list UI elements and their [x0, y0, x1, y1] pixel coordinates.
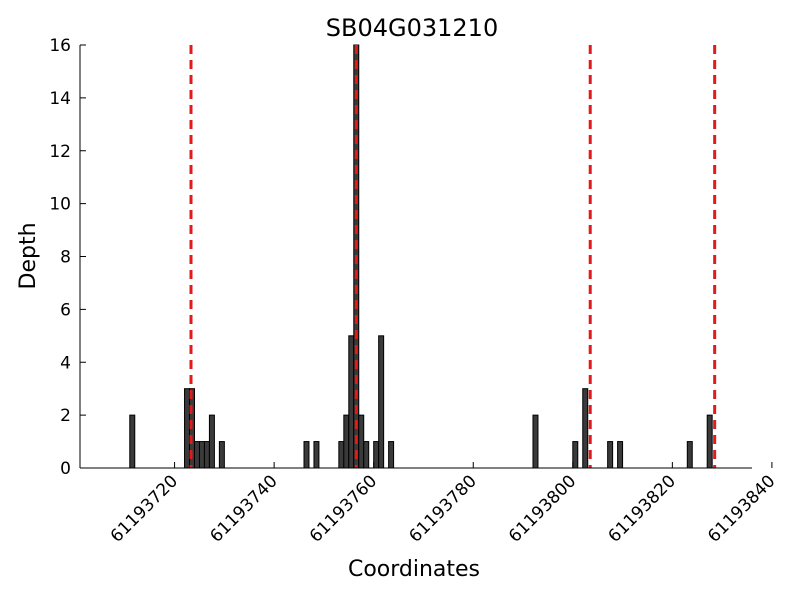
- x-axis-ticks: 61193720 61193740 61193760 61193780 61193800…: [107, 462, 779, 547]
- y-tick-label: 8: [60, 248, 71, 268]
- depth-bar: [343, 414, 350, 469]
- y-tick-label: 12: [49, 142, 71, 162]
- depth-bar: [358, 414, 365, 469]
- depth-bars: [129, 44, 713, 469]
- depth-bar: [193, 441, 200, 469]
- reference-lines: [189, 45, 717, 468]
- depth-bar: [373, 441, 380, 469]
- depth-bar: [218, 441, 225, 469]
- depth-bar: [388, 441, 395, 469]
- depth-bar: [129, 414, 136, 469]
- depth-bar: [363, 441, 370, 469]
- y-tick-label: 10: [49, 195, 71, 215]
- depth-bar: [686, 441, 693, 469]
- depth-bar: [532, 414, 539, 469]
- y-axis-ticks: 0 2 4 6 8 10 12 14 16: [49, 36, 86, 479]
- y-tick-label: 2: [60, 406, 71, 426]
- y-tick-label: 14: [49, 89, 71, 109]
- depth-bar: [348, 335, 355, 469]
- x-tick-label: 61193840: [704, 471, 779, 546]
- depth-bar: [184, 388, 191, 469]
- x-tick-label: 61193780: [405, 471, 480, 546]
- x-tick-label: 61193760: [306, 471, 381, 546]
- x-axis-label: Coordinates: [348, 557, 480, 582]
- depth-bar: [572, 441, 579, 469]
- y-axis-label: Depth: [16, 222, 41, 289]
- depth-bar: [313, 441, 320, 469]
- chart-title: SB04G031210: [326, 14, 498, 42]
- x-tick-label: 61193820: [605, 471, 680, 546]
- y-tick-label: 16: [49, 36, 71, 56]
- y-tick-label: 6: [60, 300, 71, 320]
- depth-bar: [378, 335, 385, 469]
- depth-bar: [706, 414, 713, 469]
- x-tick-label: 61193740: [206, 471, 281, 546]
- depth-bar: [607, 441, 614, 469]
- depth-bar: [198, 441, 205, 469]
- depth-bar: [338, 441, 345, 469]
- x-tick-label: 61193800: [505, 471, 580, 546]
- depth-bar: [208, 414, 215, 469]
- depth-bar: [582, 388, 589, 469]
- y-tick-label: 4: [60, 353, 71, 373]
- depth-bar: [203, 441, 210, 469]
- depth-bar: [617, 441, 624, 469]
- x-tick-label: 61193720: [107, 471, 182, 546]
- depth-bar: [303, 441, 310, 469]
- y-tick-label: 0: [60, 459, 71, 479]
